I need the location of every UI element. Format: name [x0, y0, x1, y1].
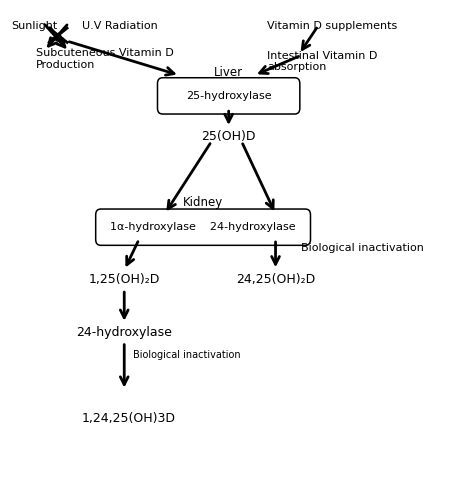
Text: 1,25(OH)₂D: 1,25(OH)₂D [89, 273, 160, 286]
Text: Liver: Liver [214, 66, 243, 79]
Text: Vitamin D supplements: Vitamin D supplements [267, 21, 397, 31]
Text: Intestinal Vitamin D
absorption: Intestinal Vitamin D absorption [267, 51, 378, 72]
Text: 1α-hydroxylase    24-hydroxylase: 1α-hydroxylase 24-hydroxylase [110, 222, 296, 232]
Text: 25(OH)D: 25(OH)D [202, 130, 256, 143]
Text: U.V Radiation: U.V Radiation [81, 21, 158, 31]
Text: Biological inactivation: Biological inactivation [301, 243, 424, 253]
Text: 24,25(OH)₂D: 24,25(OH)₂D [236, 273, 315, 286]
Text: 25-hydroxylase: 25-hydroxylase [186, 91, 271, 101]
Text: Sunlight: Sunlight [11, 21, 58, 31]
FancyBboxPatch shape [96, 209, 310, 245]
Text: Kidney: Kidney [183, 196, 223, 209]
Text: Biological inactivation: Biological inactivation [133, 350, 240, 360]
Text: 1,24,25(OH)3D: 1,24,25(OH)3D [81, 412, 176, 425]
Text: Subcuteneous Vitamin D
Production: Subcuteneous Vitamin D Production [36, 48, 174, 70]
FancyBboxPatch shape [158, 78, 300, 114]
Text: 24-hydroxylase: 24-hydroxylase [76, 326, 172, 339]
